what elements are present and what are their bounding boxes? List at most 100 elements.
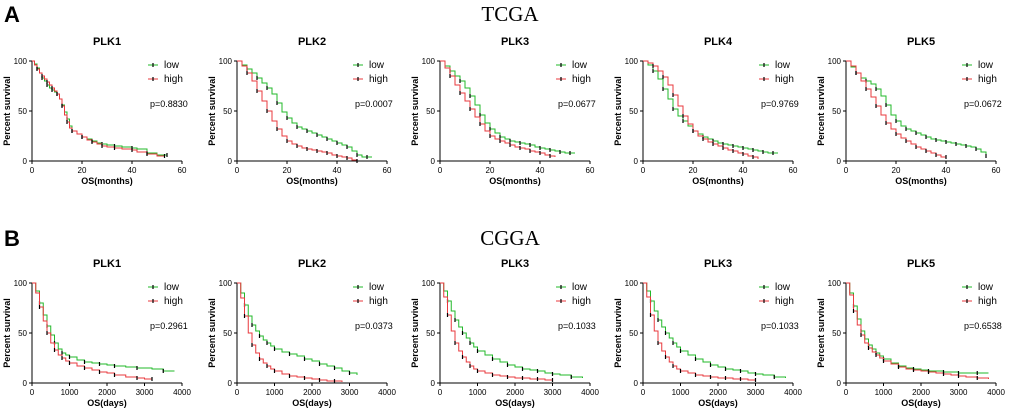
x-tick-label: 0: [30, 166, 35, 175]
km-curve-high: [846, 282, 989, 379]
legend-label-high: high: [775, 296, 794, 307]
y-tick-label: 50: [223, 329, 232, 338]
plot-title: PLK4: [704, 36, 733, 48]
y-axis-label: Percent survival: [613, 298, 623, 368]
x-axis-label: OS(days): [495, 398, 535, 408]
x-tick-label: 60: [992, 166, 1001, 175]
legend-label-low: low: [369, 282, 385, 293]
x-tick-label: 40: [942, 166, 951, 175]
km-plot-1: PLK1 0 50 100 0 20 40 60 OS(months) Percent survi…: [2, 36, 188, 186]
y-tick-label: 50: [426, 107, 435, 116]
legend-label-low: low: [164, 60, 180, 71]
x-tick-label: 4000: [987, 388, 1005, 397]
km-plot-4: PLK4 0 50 100 0 20 40 60 OS(months) Percent survi…: [613, 36, 799, 186]
legend-label-high: high: [775, 74, 794, 85]
km-curve-high: [440, 282, 553, 381]
y-tick-label: 0: [431, 379, 436, 388]
legend-label-low: low: [369, 60, 385, 71]
legend-label-high: high: [978, 74, 997, 85]
km-curve-high: [643, 60, 759, 159]
x-tick-label: 3000: [341, 388, 359, 397]
y-axis-label: Percent survival: [816, 298, 826, 368]
p-value-text: p=0.0373: [355, 321, 393, 331]
y-tick-label: 0: [837, 157, 842, 166]
x-tick-label: 60: [789, 166, 798, 175]
y-tick-label: 100: [422, 57, 436, 66]
km-curve-high: [846, 60, 946, 158]
plot-title: PLK1: [93, 258, 121, 270]
x-tick-label: 40: [536, 166, 545, 175]
x-tick-label: 60: [383, 166, 392, 175]
y-axis-label: Percent survival: [410, 298, 420, 368]
p-value-text: p=0.8830: [150, 99, 188, 109]
x-tick-label: 0: [438, 166, 443, 175]
x-tick-label: 0: [235, 166, 240, 175]
legend-label-high: high: [164, 74, 183, 85]
x-tick-label: 20: [892, 166, 901, 175]
legend-label-high: high: [369, 296, 388, 307]
km-curve-low: [440, 282, 583, 378]
km-plot-3: PLK3 0 50 100 0 20 40 60 OS(months) Percent survi…: [410, 36, 596, 186]
x-tick-label: 3000: [950, 388, 968, 397]
y-tick-label: 50: [629, 329, 638, 338]
x-axis-label: OS(months): [895, 176, 947, 186]
plot-title: PLK5: [907, 36, 935, 48]
x-tick-label: 1000: [469, 388, 487, 397]
legend-label-high: high: [369, 74, 388, 85]
x-tick-label: 4000: [378, 388, 396, 397]
x-tick-label: 40: [333, 166, 342, 175]
x-tick-label: 20: [486, 166, 495, 175]
x-axis-label: OS(days): [292, 398, 332, 408]
p-value-text: p=0.1033: [558, 321, 596, 331]
x-axis-label: OS(months): [692, 176, 744, 186]
y-tick-label: 50: [832, 107, 841, 116]
x-tick-label: 0: [844, 166, 849, 175]
y-tick-label: 50: [426, 329, 435, 338]
legend-label-high: high: [572, 74, 591, 85]
y-tick-label: 100: [14, 279, 28, 288]
y-tick-label: 0: [634, 379, 639, 388]
x-tick-label: 4000: [581, 388, 599, 397]
x-tick-label: 1000: [875, 388, 893, 397]
y-tick-label: 0: [23, 157, 28, 166]
km-curve-high: [440, 60, 556, 157]
y-tick-label: 0: [228, 157, 233, 166]
y-tick-label: 0: [23, 379, 28, 388]
x-tick-label: 20: [283, 166, 292, 175]
x-tick-label: 2000: [506, 388, 524, 397]
legend-label-low: low: [572, 60, 588, 71]
y-axis-label: Percent survival: [2, 76, 12, 146]
y-tick-label: 50: [18, 329, 27, 338]
plot-title: PLK1: [93, 36, 121, 48]
y-tick-label: 100: [828, 279, 842, 288]
y-tick-label: 100: [625, 57, 639, 66]
x-tick-label: 2000: [912, 388, 930, 397]
x-tick-label: 3000: [747, 388, 765, 397]
km-curve-high: [32, 60, 165, 157]
y-axis-label: Percent survival: [410, 76, 420, 146]
x-tick-label: 2000: [709, 388, 727, 397]
km-curve-low: [32, 282, 175, 372]
x-axis-label: OS(days): [901, 398, 941, 408]
x-axis-label: OS(days): [698, 398, 738, 408]
x-axis-label: OS(months): [489, 176, 541, 186]
x-axis-label: OS(months): [286, 176, 338, 186]
x-tick-label: 1000: [61, 388, 79, 397]
x-tick-label: 2000: [98, 388, 116, 397]
km-curve-high: [643, 282, 756, 381]
x-tick-label: 40: [739, 166, 748, 175]
plot-title: PLK2: [298, 258, 326, 270]
section-title-cgga: CGGA: [480, 226, 540, 250]
x-tick-label: 3000: [544, 388, 562, 397]
p-value-text: p=0.1033: [761, 321, 799, 331]
x-axis-label: OS(days): [87, 398, 127, 408]
km-curve-low: [237, 282, 358, 375]
plot-title: PLK2: [298, 36, 326, 48]
y-tick-label: 50: [832, 329, 841, 338]
legend-label-low: low: [978, 282, 994, 293]
legend-label-low: low: [164, 282, 180, 293]
